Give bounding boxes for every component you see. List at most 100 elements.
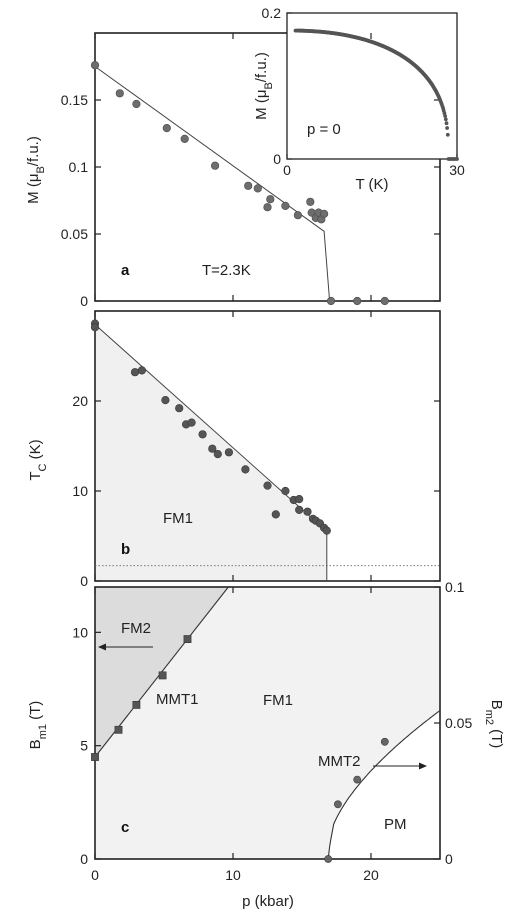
panel-a-point: [266, 195, 275, 204]
panel-b-point: [198, 430, 207, 439]
inset-point: [443, 117, 448, 122]
bm2-circle: [353, 775, 362, 784]
y2-tick-label-c: 0: [445, 851, 453, 867]
y-tick-label-c: 5: [80, 738, 88, 754]
panel-b-point: [303, 507, 312, 516]
label-pm: PM: [384, 816, 407, 833]
inset-point: [444, 121, 449, 126]
panel-b-region-label: FM1: [163, 510, 193, 527]
panel-a-point: [253, 184, 262, 193]
panel-b-point: [224, 448, 233, 457]
y-tick-label-a: 0.1: [69, 159, 89, 175]
panel-a-point: [211, 161, 220, 170]
inset-point: [445, 126, 449, 130]
panel-a-fit-line: [94, 66, 331, 302]
panel-b-point: [161, 396, 170, 405]
bm1-square: [183, 635, 192, 643]
y-tick-label-b: 20: [72, 393, 88, 409]
label-mmt1: MMT1: [156, 691, 199, 708]
panel-a-point: [353, 296, 362, 306]
bm2-circle: [380, 737, 389, 746]
panel-b-point: [90, 323, 100, 332]
panel-c-letter: c: [121, 819, 129, 836]
inset-y-tick-label: 0: [273, 151, 281, 167]
inset-background: [287, 13, 457, 159]
bm1-square: [114, 725, 123, 734]
panel-a-point: [306, 197, 315, 206]
panel-a-point: [115, 89, 124, 98]
panel-a-point: [263, 203, 272, 212]
arrow-left: [98, 643, 153, 651]
panel-b-point: [241, 465, 250, 474]
bm1-square: [158, 671, 167, 680]
inset-point: [442, 111, 447, 115]
panel-a-letter: a: [121, 262, 130, 279]
panel-a-ylabel: M (μB/f.u.): [25, 136, 47, 204]
panel-b-point: [137, 366, 146, 375]
panel-a-point: [281, 201, 290, 210]
panel-a-point: [326, 296, 336, 306]
inset-ylabel: M (μB/f.u.): [253, 52, 275, 120]
panel-a-point: [380, 296, 389, 306]
label-fm1: FM1: [263, 692, 293, 709]
panel-a-point: [180, 134, 189, 143]
panel-b-point: [281, 486, 290, 496]
inset-x-tick-label: 0: [283, 162, 291, 178]
panel-b-point: [208, 444, 217, 453]
panel-b-ylabel: TC (K): [27, 439, 49, 480]
inset-point: [443, 114, 447, 118]
chart-marks: 0 10 20 0 0.05 0.1 0.15 0 10 20 0 5 10 0 0.05 0.1 0 30 0 0.…: [61, 5, 473, 883]
bm1-square: [91, 753, 99, 761]
x-tick-label: 0: [91, 867, 99, 883]
panel-a-point: [320, 209, 329, 218]
y2-tick-label-c: 0.1: [445, 579, 465, 595]
panel-b-point: [271, 510, 280, 519]
y-tick-label-b: 10: [72, 483, 88, 499]
arrow-right: [373, 762, 427, 770]
y-tick-label-a: 0.05: [61, 226, 88, 242]
fm1-region-b: [95, 324, 327, 581]
y-tick-label-a: 0: [80, 293, 88, 309]
inset-point: [445, 132, 450, 137]
panel-b-point: [263, 481, 272, 490]
bm2-circle: [324, 855, 333, 863]
panel-c-ylabel: Bm1 (T): [27, 701, 49, 750]
y-tick-label-b: 0: [80, 573, 88, 589]
y-tick-label-a: 0.15: [61, 92, 88, 108]
panel-b-letter: b: [121, 541, 130, 558]
y-tick-label-c: 10: [72, 624, 88, 640]
inset-annotation: p = 0: [307, 121, 341, 138]
panel-a-point: [162, 124, 171, 133]
panel-b-point: [130, 368, 140, 377]
panel-c-y2label: Bm2 (T): [483, 700, 505, 749]
inset-y-tick-label: 0.2: [262, 5, 282, 21]
panel-b-point: [322, 526, 331, 535]
panel-a-point: [293, 211, 303, 220]
panel-b-point: [187, 418, 196, 427]
label-mmt2: MMT2: [318, 753, 361, 770]
panel-b-region: [95, 324, 327, 581]
x-tick-label: 10: [225, 867, 241, 883]
panel-b-point: [213, 450, 222, 459]
y-tick-label-c: 0: [80, 851, 88, 867]
inset-x-tick-label: 30: [449, 162, 465, 178]
panel-a-annotation: T=2.3K: [202, 262, 251, 279]
panel-a-point: [244, 181, 253, 190]
panel-a-point: [90, 61, 100, 70]
inset-point: [455, 157, 459, 161]
x-axis-label: p (kbar): [242, 893, 294, 910]
panel-b-frame: [94, 310, 441, 582]
x-tick-label: 20: [363, 867, 379, 883]
label-fm2: FM2: [121, 620, 151, 637]
inset-frame: [286, 12, 458, 160]
panel-b-point: [295, 505, 304, 515]
mmt2-line: [327, 710, 441, 860]
y2-tick-label-c: 0.05: [445, 715, 472, 731]
bm2-circle: [333, 800, 342, 809]
panel-a-point: [132, 99, 141, 109]
inset-xlabel: T (K): [355, 176, 388, 193]
bm1-square: [132, 700, 141, 709]
panel-b-point: [175, 404, 184, 413]
panel-b-point: [295, 495, 304, 504]
